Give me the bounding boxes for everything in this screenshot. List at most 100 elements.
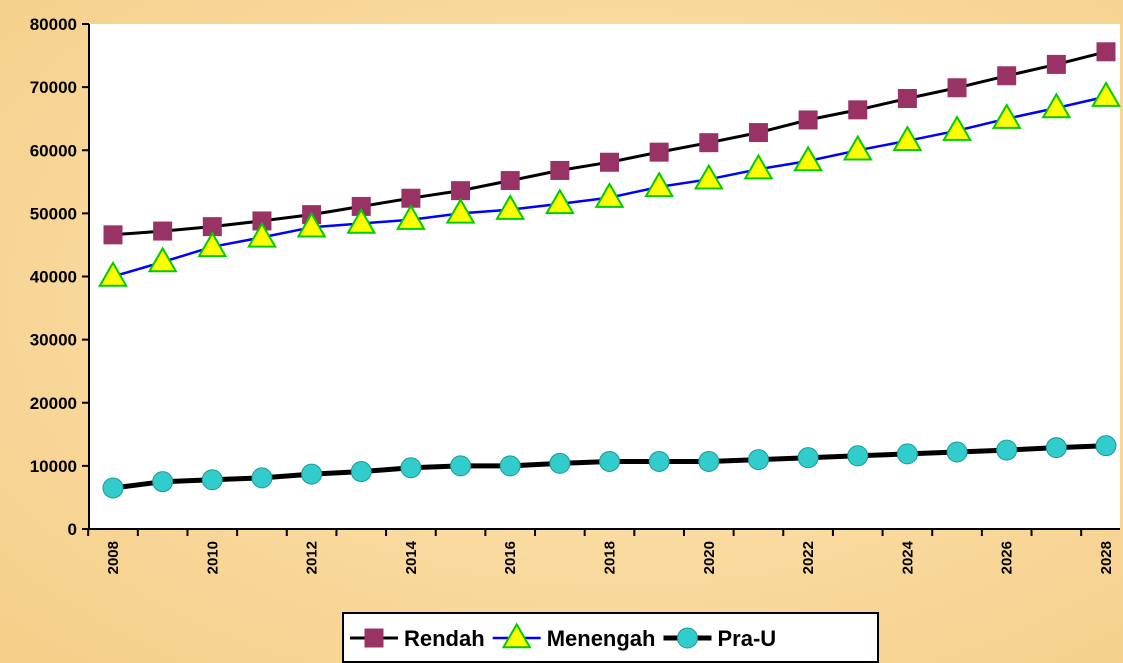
data-point — [599, 450, 620, 472]
legend-label: Rendah — [404, 626, 485, 651]
data-point — [842, 134, 873, 161]
y-tick-label: 0 — [68, 520, 77, 539]
data-point — [1091, 80, 1121, 107]
data-point — [550, 160, 570, 180]
data-point — [202, 217, 222, 237]
data-point — [251, 467, 273, 489]
x-tick-label: 2018 — [602, 541, 619, 574]
data-point — [649, 142, 669, 162]
legend-label: Menengah — [547, 626, 656, 651]
data-point — [991, 103, 1022, 129]
data-point — [400, 457, 422, 479]
x-tick-label: 2022 — [800, 541, 817, 574]
x-tick-label: 2026 — [999, 541, 1016, 574]
data-point — [1041, 92, 1072, 119]
series-pra-u — [102, 435, 1117, 499]
data-point — [896, 443, 918, 465]
legend-item: Rendah — [350, 626, 485, 651]
x-tick-label: 2024 — [899, 540, 916, 574]
legend-label: Pra-U — [717, 626, 776, 651]
y-tick-label: 10000 — [30, 457, 77, 476]
data-point — [445, 197, 476, 224]
y-axis: 0 10000 20000 30000 40000 50000 60000 70000 8000… — [30, 15, 90, 539]
data-point — [401, 188, 421, 208]
data-point — [699, 133, 719, 153]
data-point — [648, 450, 670, 472]
data-point — [495, 193, 526, 220]
x-tick-label: 2008 — [105, 541, 122, 574]
series-layer — [98, 42, 1121, 499]
data-point — [152, 471, 174, 493]
series-rendah — [103, 42, 1116, 245]
data-point — [797, 447, 819, 469]
data-point — [947, 78, 967, 98]
data-point — [102, 477, 124, 499]
y-tick-label: 70000 — [30, 78, 77, 97]
y-tick-label: 20000 — [30, 394, 77, 413]
series-menengah — [98, 80, 1121, 287]
data-point — [698, 450, 720, 472]
data-point — [644, 171, 675, 198]
data-point — [897, 88, 917, 108]
y-tick-label: 80000 — [30, 15, 77, 34]
data-point — [147, 246, 178, 273]
data-point — [693, 163, 724, 190]
legend-item: Pra-U — [663, 626, 776, 651]
data-point — [942, 115, 972, 141]
legend-item: Menengah — [492, 622, 656, 651]
x-tick-label: 2028 — [1098, 541, 1115, 574]
plot-area — [89, 24, 1120, 529]
data-point — [793, 145, 824, 172]
data-point — [798, 110, 818, 130]
data-point — [499, 455, 521, 477]
y-tick-label: 60000 — [30, 141, 77, 160]
data-point — [600, 152, 619, 172]
data-point — [451, 181, 471, 201]
data-point — [364, 628, 384, 648]
y-tick-label: 50000 — [30, 204, 77, 223]
data-point — [500, 171, 520, 191]
data-point — [544, 188, 575, 215]
data-point — [351, 196, 371, 216]
data-point — [997, 66, 1017, 86]
data-point — [594, 181, 625, 208]
y-tick-label: 40000 — [30, 268, 77, 287]
data-point — [350, 461, 372, 483]
data-point — [252, 211, 272, 231]
x-tick-label: 2020 — [701, 541, 718, 574]
data-point — [748, 123, 768, 143]
y-tick-label: 30000 — [30, 331, 77, 350]
data-point — [296, 211, 327, 238]
data-point — [450, 455, 472, 477]
legend: Rendah Menengah Pra-U — [342, 612, 879, 663]
data-point — [1095, 435, 1117, 457]
x-tick-label: 2010 — [204, 541, 221, 574]
x-axis: 2008 2010 2012 2014 2016 2018 2020 2022 2024 2026… — [87, 528, 1120, 574]
data-point — [201, 469, 223, 491]
data-point — [501, 622, 532, 649]
data-point — [247, 221, 277, 248]
data-point — [98, 260, 128, 287]
data-point — [747, 449, 769, 471]
data-point — [996, 439, 1018, 461]
x-tick-label: 2014 — [403, 540, 420, 574]
legend-box — [342, 612, 879, 663]
data-point — [946, 441, 968, 463]
data-point — [676, 627, 698, 649]
data-point — [197, 231, 228, 258]
data-point — [847, 445, 869, 467]
data-point — [103, 225, 123, 245]
data-point — [153, 221, 173, 241]
data-point — [848, 100, 868, 120]
x-tick-label: 2016 — [502, 541, 519, 574]
data-point — [395, 204, 426, 230]
data-point — [549, 452, 571, 474]
data-point — [301, 463, 323, 485]
x-tick-label: 2012 — [304, 541, 321, 574]
data-point — [1096, 42, 1116, 62]
data-point — [1046, 54, 1066, 74]
data-point — [346, 207, 377, 234]
data-point — [743, 153, 774, 180]
data-point — [892, 125, 923, 152]
